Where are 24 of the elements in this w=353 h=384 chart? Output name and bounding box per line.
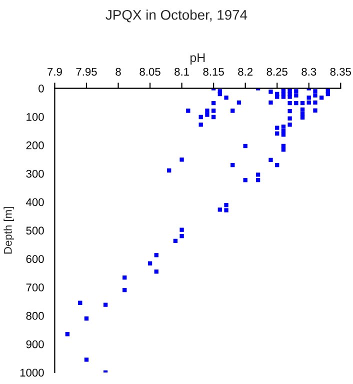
- x-tick-label: 8.15: [203, 68, 224, 76]
- y-tick-label: 700: [26, 284, 44, 292]
- chart-title: JPQX in October, 1974: [106, 10, 248, 22]
- x-tick-label: 7.95: [76, 68, 97, 76]
- x-tick-label: 8.2: [238, 68, 252, 76]
- y-tick-label: 200: [26, 141, 44, 150]
- y-tick-label: 600: [26, 255, 44, 263]
- y-tick-label: 100: [26, 113, 44, 121]
- x-axis-title: pH: [190, 53, 205, 65]
- y-tick-label: 300: [26, 170, 44, 178]
- x-tick-label: 7.9: [48, 68, 62, 76]
- x-tick-label: 8.05: [140, 68, 160, 76]
- y-tick-label: 500: [26, 226, 44, 235]
- y-tick-label: 400: [26, 198, 44, 206]
- y-tick-label: 0: [38, 84, 44, 92]
- y-tick-label: 900: [26, 340, 44, 348]
- x-tick-label: 8.35: [330, 68, 351, 76]
- y-axis-title: Depth [m]: [4, 207, 14, 254]
- y-tick-label: 1000: [20, 368, 44, 377]
- y-tick-label: 800: [26, 312, 44, 320]
- x-tick-label: 8.3: [302, 68, 316, 76]
- x-tick-label: 8.25: [266, 68, 288, 76]
- x-tick-label: 8.1: [174, 68, 189, 76]
- x-tick-label: 8: [116, 68, 121, 76]
